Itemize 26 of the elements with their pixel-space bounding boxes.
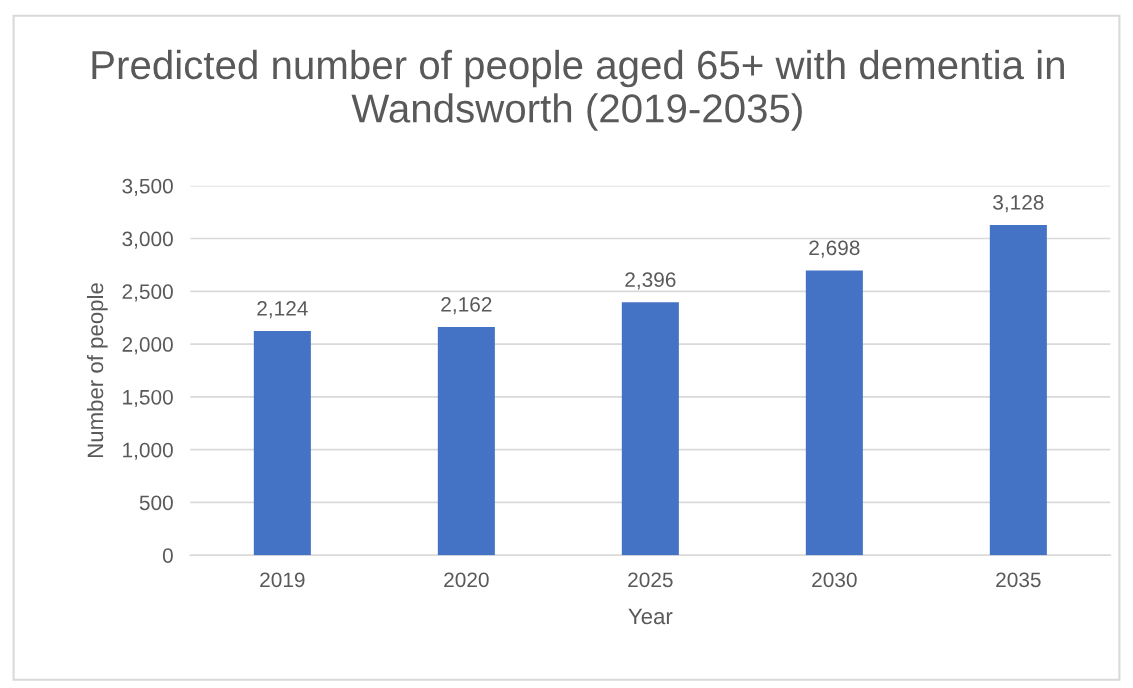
y-tick-label: 3,000 [122, 231, 173, 249]
x-tick-label: 2019 [260, 572, 305, 588]
x-tick-label: 2030 [812, 572, 857, 588]
bar [805, 270, 863, 556]
y-tick-label: 2,500 [122, 284, 173, 302]
data-label: 2,124 [257, 301, 308, 319]
bar [253, 331, 311, 556]
y-tick-label: 500 [139, 495, 173, 511]
x-tick-label: 2035 [996, 572, 1041, 588]
x-axis-title: Year [628, 608, 673, 625]
data-label: 2,396 [625, 272, 676, 290]
x-tick-label: 2025 [628, 572, 673, 588]
data-label: 3,128 [993, 195, 1044, 213]
bar [437, 327, 495, 556]
data-label: 2,698 [809, 240, 860, 258]
y-tick-label: 1,500 [123, 389, 173, 408]
y-tick-label: 2,000 [122, 337, 173, 355]
bar [989, 225, 1047, 556]
y-tick-label: 3,500 [122, 178, 173, 196]
x-tick-label: 2020 [444, 572, 489, 588]
bar [621, 302, 679, 556]
y-tick-label: 1,000 [123, 442, 173, 460]
y-tick-label: 0 [162, 548, 173, 563]
chart-title: Predicted number of people aged 65+ with dementia in Wandsworth (2019-2035) [92, 49, 1064, 131]
data-label: 2,162 [441, 297, 492, 315]
y-axis-title: Number of people [86, 283, 108, 457]
